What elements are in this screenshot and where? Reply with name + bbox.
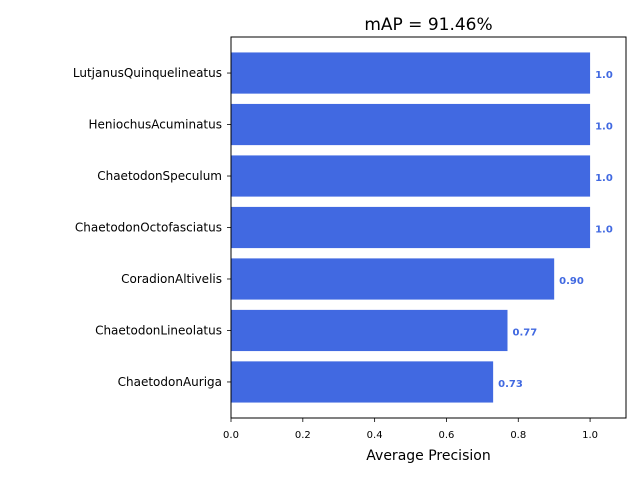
x-tick-label: 1.0: [582, 430, 598, 441]
data-labels: 1.0 1.0 1.0 1.0 0.90 0.77 0.73: [498, 70, 613, 390]
category-label: ChaetodonLineolatus: [95, 323, 222, 337]
bar-HeniochusAcuminatus: [231, 103, 591, 146]
bar-LutjanusQuinquelineatus: [231, 52, 591, 94]
data-label: 0.77: [513, 327, 538, 338]
category-label: CoradionAltivelis: [121, 272, 222, 286]
chart-title: mAP = 91.46%: [364, 15, 492, 35]
category-labels: LutjanusQuinquelineatus HeniochusAcuminat…: [73, 66, 231, 389]
x-axis-ticks: 0.0 0.2 0.4 0.6 0.8 1.0: [223, 418, 598, 441]
data-label: 1.0: [595, 122, 613, 133]
category-label: LutjanusQuinquelineatus: [73, 66, 222, 80]
data-label: 1.0: [595, 173, 613, 184]
x-axis-label: Average Precision: [366, 448, 490, 464]
bars-group: [231, 52, 591, 403]
plot-frame: [230, 36, 627, 419]
bar-ChaetodonLineolatus: [231, 309, 508, 352]
bar-ChaetodonAuriga: [231, 361, 494, 403]
data-label: 0.73: [498, 379, 523, 390]
x-tick-label: 0.2: [295, 430, 311, 441]
x-tick-label: 0.0: [223, 430, 239, 441]
category-label: ChaetodonSpeculum: [97, 169, 222, 183]
x-tick-label: 0.8: [510, 430, 526, 441]
bar-ChaetodonOctofasciatus: [231, 206, 591, 249]
x-tick-label: 0.4: [367, 430, 383, 441]
data-label: 1.0: [595, 225, 613, 236]
bar-CoradionAltivelis: [231, 258, 555, 300]
category-label: ChaetodonAuriga: [118, 375, 222, 389]
x-tick-label: 0.6: [439, 430, 455, 441]
category-label: HeniochusAcuminatus: [89, 118, 223, 132]
bar-ChaetodonSpeculum: [231, 155, 591, 197]
category-label: ChaetodonOctofasciatus: [75, 221, 222, 235]
data-label: 0.90: [559, 276, 584, 287]
data-label: 1.0: [595, 70, 613, 81]
